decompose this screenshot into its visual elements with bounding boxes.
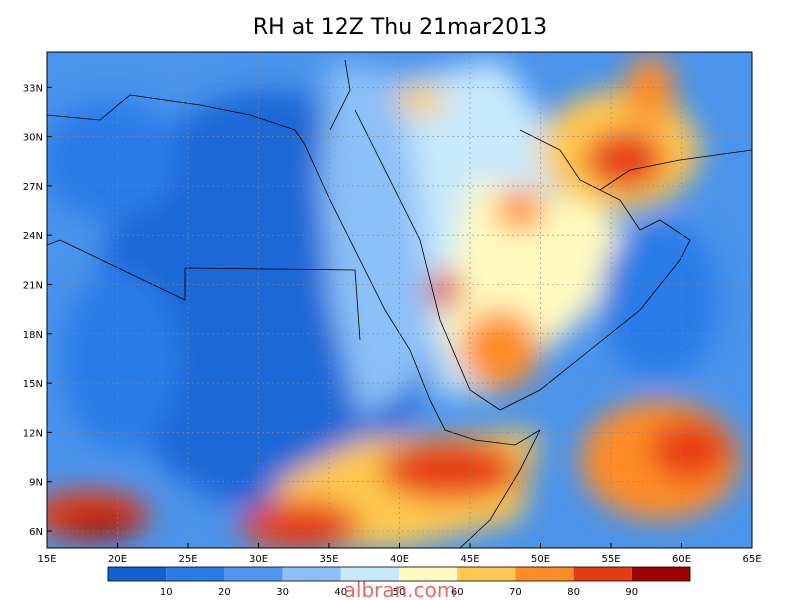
colorbar-label: 80 xyxy=(567,587,580,598)
x-tick-label: 40E xyxy=(390,554,409,565)
colorbar-swatch xyxy=(399,567,458,581)
x-tick-label: 25E xyxy=(178,554,197,565)
watermark: albran.com xyxy=(344,578,457,600)
colorbar-label: 10 xyxy=(160,587,173,598)
x-tick-label: 15E xyxy=(37,554,56,565)
y-tick-label: 12N xyxy=(23,428,43,439)
coastlines xyxy=(47,59,752,548)
y-tick-label: 15N xyxy=(23,379,43,390)
y-tick-label: 30N xyxy=(23,133,43,144)
x-tick-label: 50E xyxy=(531,554,550,565)
y-tick-label: 6N xyxy=(29,527,43,538)
x-tick-label: 45E xyxy=(460,554,479,565)
x-tick-label: 65E xyxy=(742,554,761,565)
colorbar-swatch xyxy=(108,567,167,581)
colorbar-frame xyxy=(107,566,691,582)
colorbar-swatch xyxy=(573,567,632,581)
title: RH at 12Z Thu 21mar2013 xyxy=(253,15,547,40)
colorbar-swatch xyxy=(515,567,574,581)
colorbar-label: 20 xyxy=(218,587,231,598)
y-tick-label: 33N xyxy=(23,83,43,94)
colorbar-swatch xyxy=(631,567,690,581)
y-tick-label: 21N xyxy=(23,281,43,292)
colorbar-label: 90 xyxy=(625,587,638,598)
y-tick-label: 24N xyxy=(23,231,43,242)
y-tick-label: 9N xyxy=(29,478,43,489)
colorbar-label: 60 xyxy=(451,587,464,598)
y-tick-label: 18N xyxy=(23,330,43,341)
colorbar-swatch xyxy=(340,567,399,581)
colorbar-swatch xyxy=(457,567,516,581)
colorbar-swatch xyxy=(282,567,341,581)
x-tick-label: 60E xyxy=(672,554,691,565)
colorbar-swatch xyxy=(224,567,283,581)
x-tick-label: 30E xyxy=(249,554,268,565)
y-tick-label: 27N xyxy=(23,182,43,193)
colorbar-label: 30 xyxy=(276,587,289,598)
x-tick-label: 55E xyxy=(601,554,620,565)
x-tick-label: 35E xyxy=(319,554,338,565)
map-field xyxy=(47,52,752,548)
colorbar-swatch xyxy=(166,567,225,581)
colorbar-label: 70 xyxy=(509,587,522,598)
colorbar-label: 40 xyxy=(334,587,347,598)
colorbar-label: 50 xyxy=(393,587,406,598)
x-tick-label: 20E xyxy=(108,554,127,565)
